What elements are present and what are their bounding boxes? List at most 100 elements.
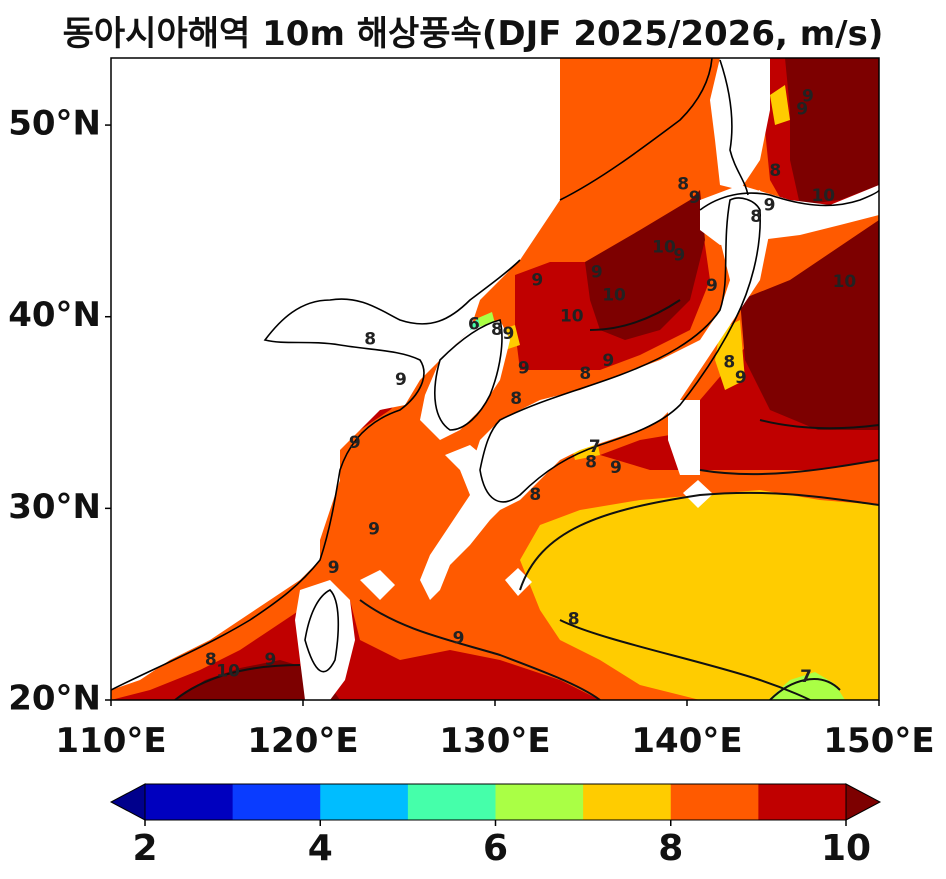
contour-label: 9 bbox=[706, 276, 718, 296]
colorbar-under-arrow bbox=[109, 783, 146, 821]
colorbar-segment bbox=[758, 784, 847, 820]
fill-7-8-okhotsk bbox=[770, 85, 790, 125]
contour-label: 9 bbox=[328, 558, 340, 578]
colorbar-segment bbox=[232, 784, 321, 820]
contour-label: 9 bbox=[349, 433, 361, 453]
contour-label: 9 bbox=[264, 650, 276, 670]
coast-russia bbox=[559, 58, 713, 201]
land-mask-okinawa-diamond bbox=[360, 570, 395, 600]
contour-8-subtropical bbox=[519, 491, 879, 591]
contour-label: 10 bbox=[652, 238, 676, 258]
contour-label: 8 bbox=[205, 650, 217, 670]
contour-label: 9 bbox=[673, 245, 685, 265]
coast-korea bbox=[434, 319, 503, 431]
x-axis-ticks: 110°E 120°E 130°E 140°E 150°E bbox=[55, 700, 935, 761]
fill-over10-north-pacific bbox=[740, 220, 879, 435]
contour-label: 8 bbox=[529, 485, 541, 505]
land-mask-sakhalin bbox=[710, 58, 770, 190]
fill-7-8-honshu bbox=[715, 320, 745, 390]
land-mask-japan bbox=[470, 190, 770, 510]
contour-8-south bbox=[559, 619, 811, 700]
contour-7-patch bbox=[769, 678, 841, 700]
colorbar-tick-label: 2 bbox=[132, 828, 157, 869]
colorbar-segment bbox=[495, 784, 584, 820]
x-tick-label: 140°E bbox=[631, 721, 742, 761]
contour-9-pacific bbox=[699, 459, 879, 476]
coastlines bbox=[111, 58, 879, 691]
contour-label: 10 bbox=[811, 186, 835, 206]
contour-10-pacific bbox=[759, 419, 879, 430]
contour-label: 10 bbox=[602, 286, 626, 306]
colorbar-over-arrow bbox=[845, 783, 882, 821]
land-mask-korea bbox=[420, 320, 510, 440]
x-tick-label: 120°E bbox=[247, 721, 358, 761]
coast-taiwan bbox=[304, 589, 340, 673]
x-tick-label: 150°E bbox=[823, 721, 934, 761]
land-mask-ryukyu bbox=[420, 445, 510, 600]
contour-label: 9 bbox=[395, 370, 407, 390]
coast-china bbox=[111, 259, 521, 691]
contour-label: 9 bbox=[764, 196, 776, 216]
contour-label: 9 bbox=[453, 629, 465, 649]
coast-japan bbox=[479, 197, 762, 503]
contour-label: 8 bbox=[510, 389, 522, 409]
coast-sakhalin bbox=[719, 59, 749, 196]
contour-label: 7 bbox=[800, 667, 812, 687]
y-tick-label: 50°N bbox=[8, 104, 101, 144]
map-title: 동아시아해역 10m 해상풍속(DJF 2025/2026, m/s) bbox=[62, 14, 884, 54]
colorbar-segment bbox=[320, 784, 409, 820]
contour-label: 9 bbox=[689, 188, 701, 208]
contour-10-south bbox=[174, 664, 301, 700]
land-mask-izu-chain bbox=[668, 400, 700, 475]
land-mask-china bbox=[111, 58, 560, 690]
x-tick-label: 130°E bbox=[439, 721, 550, 761]
contour-label: 8 bbox=[769, 161, 781, 181]
y-axis-ticks: 20°N 30°N 40°N 50°N bbox=[8, 104, 111, 719]
fill-over10-okhotsk bbox=[785, 58, 879, 205]
land-mask-hokkaido bbox=[700, 185, 879, 245]
colorbar bbox=[109, 783, 882, 821]
y-tick-label: 40°N bbox=[8, 295, 101, 335]
contour-label: 10 bbox=[833, 272, 857, 292]
contour-label: 8 bbox=[677, 174, 689, 194]
land-mask-taiwan bbox=[295, 580, 355, 700]
contour-label: 9 bbox=[796, 100, 808, 120]
contour-label: 8 bbox=[491, 320, 503, 340]
contour-9-south bbox=[359, 599, 601, 700]
colorbar-segment bbox=[407, 784, 496, 820]
x-tick-label: 110°E bbox=[55, 721, 166, 761]
fill-6-7-patch bbox=[768, 672, 845, 700]
contour-label: 9 bbox=[735, 368, 747, 388]
contour-lines bbox=[174, 299, 879, 700]
contour-label: 8 bbox=[364, 330, 376, 350]
colorbar-tick-label: 6 bbox=[483, 828, 508, 869]
contour-label: 9 bbox=[802, 86, 814, 106]
contour-label: 9 bbox=[531, 270, 543, 290]
colorbar-tick-label: 4 bbox=[308, 828, 333, 869]
contour-label: 6 bbox=[468, 314, 480, 334]
land-mask-small-diamond bbox=[505, 568, 532, 596]
colorbar-tick-label: 8 bbox=[658, 828, 683, 869]
contour-label: 9 bbox=[602, 351, 614, 371]
colorbar-tick-label: 10 bbox=[821, 828, 871, 869]
colorbar-segment bbox=[145, 784, 234, 820]
contour-label: 8 bbox=[750, 207, 762, 227]
coast-hokkaido bbox=[699, 189, 879, 211]
contour-label: 9 bbox=[368, 519, 380, 539]
contour-label: 10 bbox=[560, 307, 584, 327]
contour-label: 8 bbox=[585, 452, 597, 472]
contour-label: 9 bbox=[503, 324, 515, 344]
colorbar-segment bbox=[583, 784, 672, 820]
contour-label: 10 bbox=[216, 661, 240, 681]
y-tick-label: 20°N bbox=[8, 679, 101, 719]
land-mask-izu-diamond bbox=[683, 480, 713, 508]
fill-over10-south bbox=[175, 660, 340, 700]
contour-label: 8 bbox=[723, 353, 735, 373]
contour-label: 9 bbox=[591, 263, 603, 283]
contour-label: 7 bbox=[589, 437, 601, 457]
y-tick-label: 30°N bbox=[8, 487, 101, 527]
contour-label: 9 bbox=[610, 458, 622, 478]
contour-label: 9 bbox=[518, 358, 530, 378]
